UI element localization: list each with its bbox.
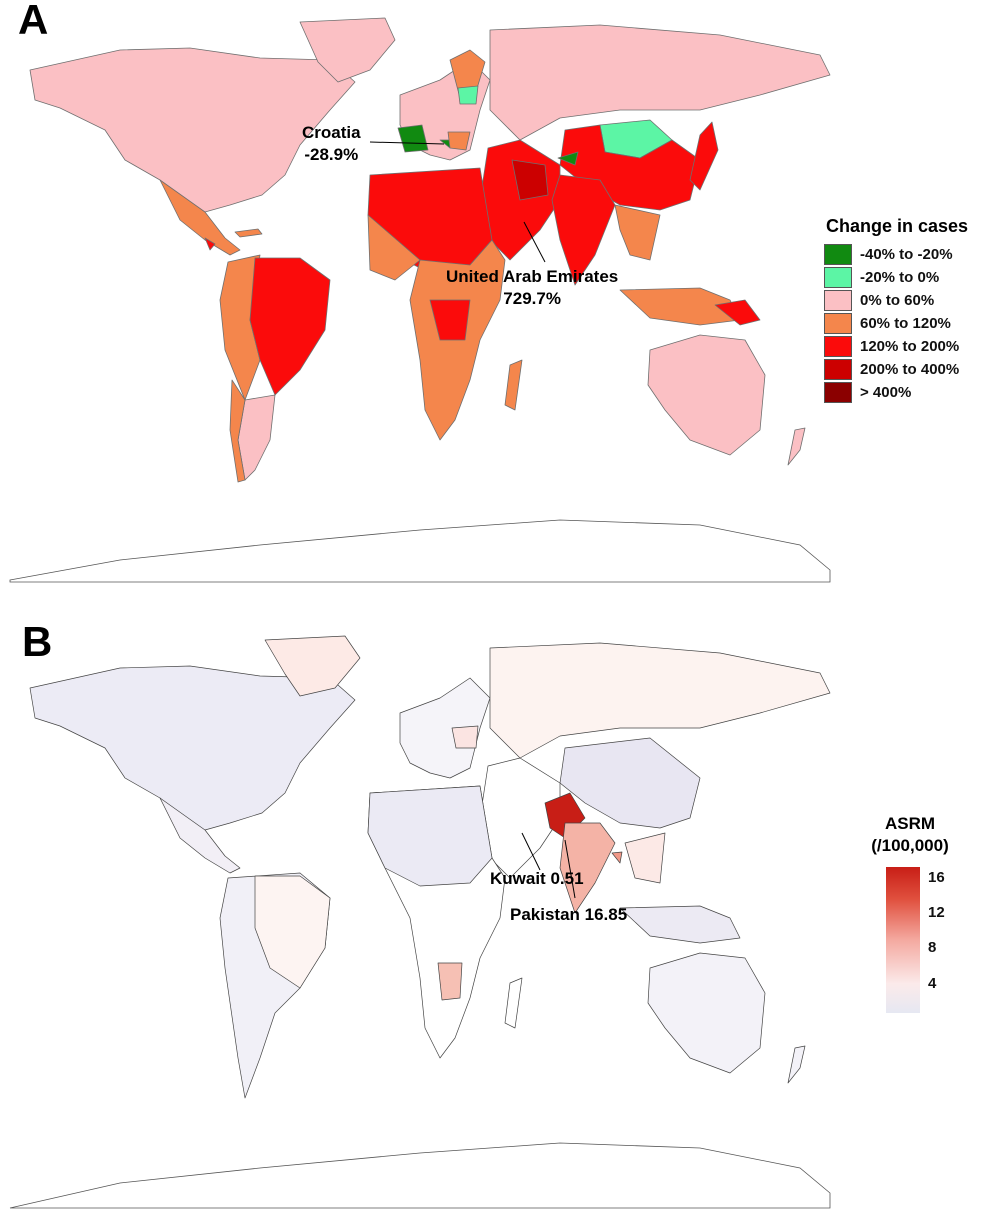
uae-pointer	[523, 221, 546, 263]
africa-north	[367, 785, 493, 887]
russia	[489, 24, 831, 141]
north-america	[29, 47, 356, 213]
new-zealand	[787, 1045, 806, 1084]
kuwait-pointer	[521, 832, 541, 871]
legend-swatch	[824, 382, 852, 403]
croatia-annotation: Croatia -28.9%	[302, 122, 361, 166]
panel-a-letter: A	[18, 0, 49, 43]
croatia-name: Croatia	[302, 123, 361, 142]
legend-item: 120% to 200%	[824, 335, 1000, 358]
brazil	[254, 875, 331, 989]
legend-swatch	[824, 313, 852, 334]
japan	[689, 121, 719, 191]
legend-swatch	[824, 336, 852, 357]
panel-a: A Croatia -28.9% United Arab Emirates 72…	[0, 0, 1000, 600]
legend-item: -40% to -20%	[824, 243, 1000, 266]
asrm-legend-unit: (/100,000)	[871, 836, 949, 855]
change-in-cases-legend: Change in cases -40% to -20% -20% to 0% …	[824, 216, 1000, 404]
new-zealand	[787, 427, 806, 466]
balkans	[447, 131, 471, 151]
legend-swatch	[824, 359, 852, 380]
india	[551, 174, 616, 286]
chile	[229, 379, 246, 483]
asrm-colorbar	[886, 867, 920, 1013]
legend-item: > 400%	[824, 381, 1000, 404]
uae-value: 729.7%	[503, 289, 561, 308]
asrm-legend-title: ASRM	[884, 814, 936, 833]
africa-red-central	[429, 299, 471, 341]
legend-label: > 400%	[860, 384, 912, 401]
southeast-asia	[624, 832, 666, 884]
uae-annotation: United Arab Emirates 729.7%	[446, 266, 618, 310]
antarctica	[9, 519, 831, 583]
central-america	[159, 179, 241, 256]
pakistan-pointer	[564, 839, 576, 899]
central-asia-green	[557, 151, 579, 166]
papua	[714, 299, 761, 326]
legend-swatch	[824, 267, 852, 288]
greenland	[264, 635, 361, 697]
bangladesh	[611, 851, 623, 864]
panel-b-letter: B	[22, 618, 53, 665]
uae-name: United Arab Emirates	[446, 267, 619, 286]
colorbar-tick: 8	[928, 939, 937, 956]
kuwait-annotation: Kuwait 0.51	[490, 869, 584, 888]
central-america	[159, 797, 241, 874]
colorbar-tick: 16	[928, 869, 945, 886]
europe	[399, 677, 491, 779]
africa-west	[367, 214, 421, 281]
colorbar-tick: 12	[928, 904, 945, 921]
pakistan-annotation: Pakistan 16.85	[510, 905, 628, 924]
belarus	[457, 85, 479, 105]
madagascar	[504, 977, 523, 1029]
southeast-asia	[614, 204, 661, 261]
asrm-legend: ASRM (/100,000) 16 12 8 4	[850, 813, 970, 1013]
australia	[647, 952, 766, 1074]
legend-label: -40% to -20%	[860, 246, 953, 263]
france	[397, 124, 429, 153]
legend-swatch	[824, 290, 852, 311]
asrm-map	[9, 635, 831, 1209]
croatia-value: -28.9%	[304, 145, 359, 164]
central-america-red	[204, 237, 216, 251]
legend-item: -20% to 0%	[824, 266, 1000, 289]
change-in-cases-map	[9, 17, 831, 583]
indonesia	[619, 905, 741, 944]
australia	[647, 334, 766, 456]
legend-label: 0% to 60%	[860, 292, 935, 309]
iran	[511, 159, 549, 201]
croatia-pointer	[369, 141, 445, 145]
eastern-europe	[451, 725, 479, 749]
caribbean	[234, 228, 263, 238]
legend-item: 60% to 120%	[824, 312, 1000, 335]
greenland	[299, 17, 396, 83]
colorbar-tick: 4	[928, 975, 937, 992]
china	[559, 737, 701, 829]
legend-label: 120% to 200%	[860, 338, 960, 355]
legend-item: 200% to 400%	[824, 358, 1000, 381]
antarctica	[9, 1142, 831, 1209]
madagascar	[504, 359, 523, 411]
north-america	[29, 665, 356, 831]
legend-label: 200% to 400%	[860, 361, 960, 378]
legend-label: -20% to 0%	[860, 269, 940, 286]
legend-title: Change in cases	[826, 216, 969, 236]
russia	[489, 642, 831, 759]
namibia	[437, 962, 463, 1001]
legend-label: 60% to 120%	[860, 315, 951, 332]
brazil	[249, 257, 331, 396]
legend-swatch	[824, 244, 852, 265]
legend-item: 0% to 60%	[824, 289, 1000, 312]
panel-b: B Kuwait 0.51 Pakistan 16.85 ASRM (/100,…	[0, 608, 1000, 1217]
